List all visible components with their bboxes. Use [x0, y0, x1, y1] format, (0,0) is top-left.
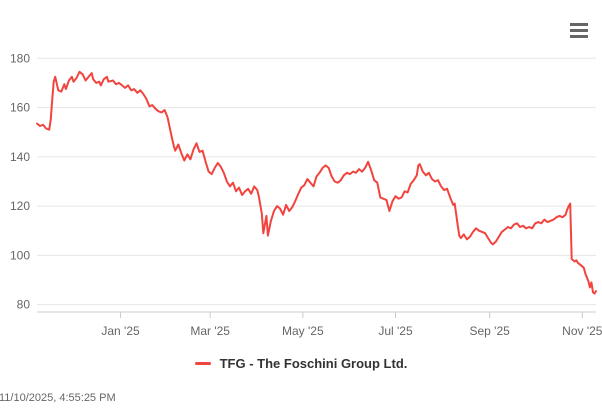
y-axis-label: 120 — [10, 199, 30, 213]
y-axis-label: 180 — [10, 51, 30, 65]
price-line-series — [36, 70, 597, 295]
x-axis-label: Jan '25 — [101, 324, 140, 338]
context-menu-button[interactable] — [566, 18, 592, 42]
x-axis-label: Nov '25 — [562, 324, 602, 338]
legend-line-marker — [194, 362, 211, 365]
legend: TFG - The Foschini Group Ltd. — [0, 356, 602, 371]
legend-label: TFG - The Foschini Group Ltd. — [219, 356, 408, 371]
price-chart[interactable]: 80 100 120 140 160 180 Jan '25 Mar '25 May '25 Ju… — [0, 0, 602, 345]
y-axis-label: 140 — [10, 150, 30, 164]
legend-item[interactable]: TFG - The Foschini Group Ltd. — [194, 356, 408, 371]
timestamp: 11/10/2025, 4:55:25 PM — [0, 392, 116, 404]
x-axis-label: Mar '25 — [190, 324, 230, 338]
x-axis-label: Sep '25 — [470, 324, 511, 338]
y-axis-label: 160 — [10, 101, 30, 115]
hamburger-icon — [568, 22, 590, 38]
x-axis-label: May '25 — [282, 324, 324, 338]
y-axis-label: 100 — [10, 248, 30, 262]
x-axis-label: Jul '25 — [378, 324, 413, 338]
y-axis-label: 80 — [17, 298, 31, 312]
